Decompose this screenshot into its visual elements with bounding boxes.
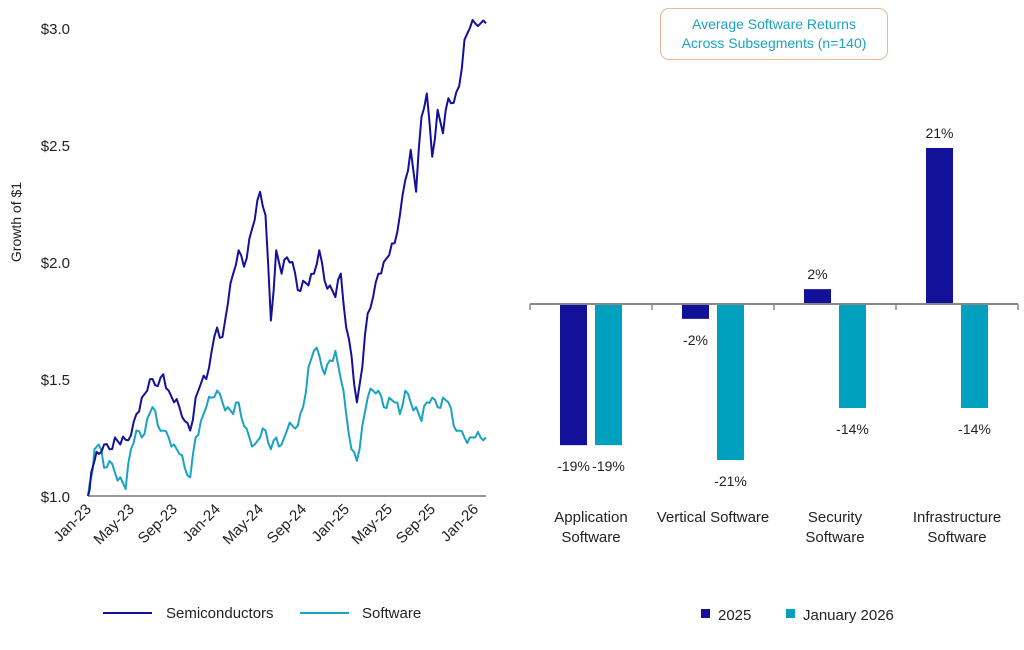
- x-tick-label: Sep-25: [393, 501, 439, 547]
- y-axis-title: Growth of $1: [8, 182, 24, 262]
- y-tick-label: $2.0: [41, 255, 70, 272]
- bar-january-2026: [717, 304, 744, 461]
- legend-label-2025: 2025: [718, 607, 751, 624]
- bar-data-label: -14%: [958, 421, 991, 437]
- legend-label-semiconductors: Semiconductors: [166, 605, 274, 622]
- bar-2025: [804, 289, 831, 304]
- y-tick-label: $1.0: [41, 489, 70, 506]
- category-label: Application: [554, 509, 627, 526]
- series-line-semiconductors: [87, 19, 487, 497]
- bar-chart-title-callout: Average Software Returns Across Subsegme…: [660, 8, 888, 60]
- category-labels: Application Software Vertical Software Secu…: [554, 509, 1001, 546]
- y-tick-label: $2.5: [41, 138, 70, 155]
- y-tick-labels: $1.0 $1.5 $2.0 $2.5 $3.0: [41, 21, 70, 506]
- bar-chart-title-line-1: Average Software Returns: [692, 16, 856, 32]
- x-tick-label: May-23: [90, 501, 137, 548]
- x-tick-label: May-25: [349, 501, 396, 548]
- bar-data-label: 2%: [807, 266, 827, 282]
- legend-label-january-2026: January 2026: [803, 607, 894, 624]
- legend-label-software: Software: [362, 605, 421, 622]
- bar-data-label: -19%: [557, 458, 590, 474]
- x-tick-label: Jan-24: [179, 501, 223, 545]
- x-tick-label: Jan-26: [438, 501, 482, 545]
- bar-2025: [682, 304, 709, 319]
- bar-axis-ticks: [529, 304, 1019, 310]
- bar-january-2026: [595, 304, 622, 446]
- x-tick-label: Jan-25: [309, 501, 353, 545]
- category-label: Vertical Software: [657, 509, 770, 526]
- bar-data-label: -14%: [836, 421, 869, 437]
- category-label: Security: [808, 509, 863, 526]
- x-tick-label: May-24: [220, 501, 267, 548]
- bar-chart: -19% -19% -2% -21% 2% -14% 21% -14% Application…: [529, 125, 1019, 624]
- y-tick-label: $1.5: [41, 372, 70, 389]
- x-tick-label: Sep-23: [135, 501, 181, 547]
- series-lines: [87, 19, 487, 497]
- category-label: Infrastructure: [913, 509, 1001, 526]
- x-tick-label: Jan-23: [50, 501, 94, 545]
- bar-january-2026: [839, 304, 866, 409]
- y-tick-label: $3.0: [41, 21, 70, 38]
- legend-swatch-january-2026: [786, 609, 795, 618]
- category-label-line-2: Software: [805, 529, 864, 546]
- bar-data-label: 21%: [925, 125, 953, 141]
- bar-legend: 2025 January 2026: [701, 607, 894, 624]
- bar-data-label: -21%: [714, 473, 747, 489]
- bar-chart-title-line-2: Across Subsegments (n=140): [681, 35, 867, 51]
- bar-january-2026: [961, 304, 988, 409]
- category-label-line-2: Software: [927, 529, 986, 546]
- bar-data-label: -2%: [683, 332, 708, 348]
- bar-2025: [560, 304, 587, 446]
- bars: [560, 147, 988, 461]
- x-tick-labels: Jan-23May-23Sep-23Jan-24May-24Sep-24Jan-…: [50, 501, 482, 548]
- bar-2025: [926, 147, 953, 304]
- series-line-software: [87, 346, 487, 497]
- x-tick-label: Sep-24: [264, 501, 310, 547]
- bar-data-label: -19%: [592, 458, 625, 474]
- bar-data-labels: -19% -19% -2% -21% 2% -14% 21% -14%: [557, 125, 991, 489]
- line-legend: Semiconductors Software: [103, 605, 421, 622]
- category-label-line-2: Software: [561, 529, 620, 546]
- legend-swatch-2025: [701, 609, 710, 618]
- line-chart: Growth of $1 $1.0 $1.5 $2.0 $2.5 $3.0 Jan-23…: [8, 19, 487, 622]
